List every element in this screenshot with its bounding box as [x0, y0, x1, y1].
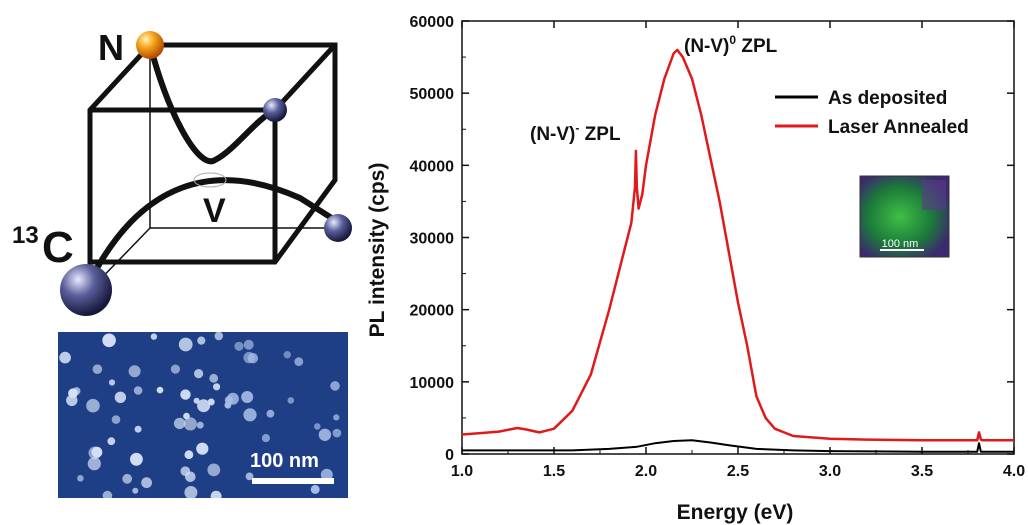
nanodiamond-particle	[104, 335, 111, 342]
pl-map-scale-bar	[880, 249, 924, 251]
nanodiamond-particle	[314, 423, 321, 430]
nanodiamond-particle	[112, 415, 121, 424]
nanodiamond-particle	[59, 352, 71, 364]
nanodiamond-particle	[262, 434, 270, 442]
y-axis-label: PL intensity (cps)	[366, 163, 389, 338]
nanodiamond-particle	[284, 351, 291, 358]
nanodiamond-particle	[179, 338, 193, 352]
y-tick-label: 50000	[410, 86, 455, 103]
nitrogen-label: N	[98, 27, 124, 68]
sem-scale-label: 100 nm	[250, 450, 319, 473]
nanodiamond-particle	[311, 485, 320, 494]
nanodiamond-particle	[243, 352, 254, 363]
nanodiamond-particle	[135, 426, 142, 433]
nanodiamond-particle	[211, 491, 222, 498]
nanodiamond-particle	[197, 399, 210, 412]
annotation-nv-minus-text: (N-V)	[530, 124, 575, 145]
nanodiamond-particle	[294, 357, 303, 366]
x-tick-label: 2.0	[635, 463, 657, 480]
pl-spectrum-chart: 0 10000 20000 30000 40000 50000 60000 1.0 1.5 2.…	[350, 0, 1028, 525]
vacancy-label: V	[203, 192, 226, 230]
x-tick-label: 3.0	[819, 463, 841, 480]
nanodiamond-particle	[141, 477, 152, 488]
annotation-nv-minus-tail: ZPL	[579, 124, 621, 145]
nanodiamond-particle	[267, 410, 275, 418]
nanodiamond-particle	[194, 369, 203, 378]
nanodiamond-particle	[243, 408, 256, 421]
nanodiamond-particle	[174, 418, 185, 429]
nitrogen-atom-icon	[136, 31, 164, 59]
nanodiamond-particle	[213, 383, 220, 390]
nanodiamond-particle	[333, 429, 342, 438]
nanodiamond-particle	[185, 472, 196, 483]
carbon-13-superscript: 13	[12, 222, 39, 249]
nanodiamond-particle	[330, 381, 340, 391]
nanodiamond-particle	[109, 379, 115, 385]
carbon-13-label: C	[42, 223, 74, 272]
carbon-atom-icon	[324, 214, 352, 242]
x-tick-label: 4.0	[1003, 463, 1025, 480]
x-tick-label: 1.5	[543, 463, 565, 480]
pl-map-scale-label: 100 nm	[882, 238, 919, 250]
nanodiamond-particle	[215, 332, 224, 340]
nanodiamond-particle	[288, 397, 295, 404]
nanodiamond-particle	[196, 443, 208, 455]
nanodiamond-particle	[184, 486, 197, 498]
nanodiamond-particle	[207, 464, 220, 477]
nanodiamond-particle	[319, 429, 331, 441]
nanodiamond-particle	[132, 488, 138, 494]
nanodiamond-particle	[86, 399, 100, 413]
nanodiamond-particle	[209, 374, 218, 383]
nanodiamond-particle	[93, 364, 103, 374]
nanodiamond-particle	[151, 333, 157, 339]
nanodiamond-particle	[157, 387, 164, 394]
nanodiamond-particle	[241, 391, 253, 403]
annotation-nv-zero-text: (N-V)	[684, 36, 729, 57]
y-tick-label: 60000	[410, 14, 455, 31]
nanodiamond-particle	[333, 414, 339, 420]
annotation-nv-minus: (N-V)- ZPL	[530, 121, 621, 145]
legend: As deposited Laser Annealed	[775, 88, 969, 138]
sem-scale-bar	[252, 478, 334, 484]
nanodiamond-particle	[122, 474, 132, 484]
nanodiamond-particle	[107, 437, 115, 445]
nanodiamond-particle	[180, 389, 190, 399]
nanodiamond-particle	[244, 340, 254, 350]
y-tick-label: 40000	[410, 158, 455, 175]
x-tick-label: 2.5	[727, 463, 749, 480]
nanodiamond-particle	[134, 386, 143, 395]
carbon-atom-icon	[263, 98, 287, 122]
nanodiamond-particle	[234, 342, 243, 351]
nanodiamond-particle	[92, 447, 103, 458]
x-tick-label: 1.0	[451, 463, 473, 480]
annotation-nv-zero-tail: ZPL	[736, 36, 778, 57]
pl-map-inset: 100 nm	[860, 176, 949, 257]
nanodiamond-particle	[171, 365, 180, 374]
nanodiamond-particle	[103, 491, 113, 498]
svg-text:(N-V)0 ZPL: (N-V)0 ZPL	[684, 33, 778, 57]
legend-label-laser-annealed: Laser Annealed	[828, 117, 969, 138]
x-axis-label: Energy (eV)	[677, 501, 794, 524]
y-tick-label: 10000	[410, 375, 455, 392]
nanodiamond-particle	[197, 422, 204, 429]
nanodiamond-particle	[129, 365, 141, 377]
nanodiamond-particle	[130, 453, 143, 466]
legend-label-as-deposited: As deposited	[828, 88, 947, 109]
y-tick-label: 20000	[410, 303, 455, 320]
nanodiamond-particle	[115, 392, 126, 403]
y-tick-label: 0	[445, 447, 454, 464]
nanodiamond-particle	[77, 475, 84, 482]
nanodiamond-particle	[184, 417, 197, 430]
nanodiamond-particle	[197, 337, 205, 345]
annotation-nv-zero: (N-V)0 ZPL	[684, 33, 778, 57]
sem-micrograph	[58, 332, 348, 498]
x-tick-label: 3.5	[911, 463, 933, 480]
nanodiamond-particle	[68, 388, 78, 398]
nanodiamond-particle	[225, 402, 232, 409]
y-tick-label: 30000	[410, 231, 455, 248]
nanodiamond-particle	[185, 450, 194, 459]
svg-text:(N-V)- ZPL: (N-V)- ZPL	[530, 121, 621, 145]
